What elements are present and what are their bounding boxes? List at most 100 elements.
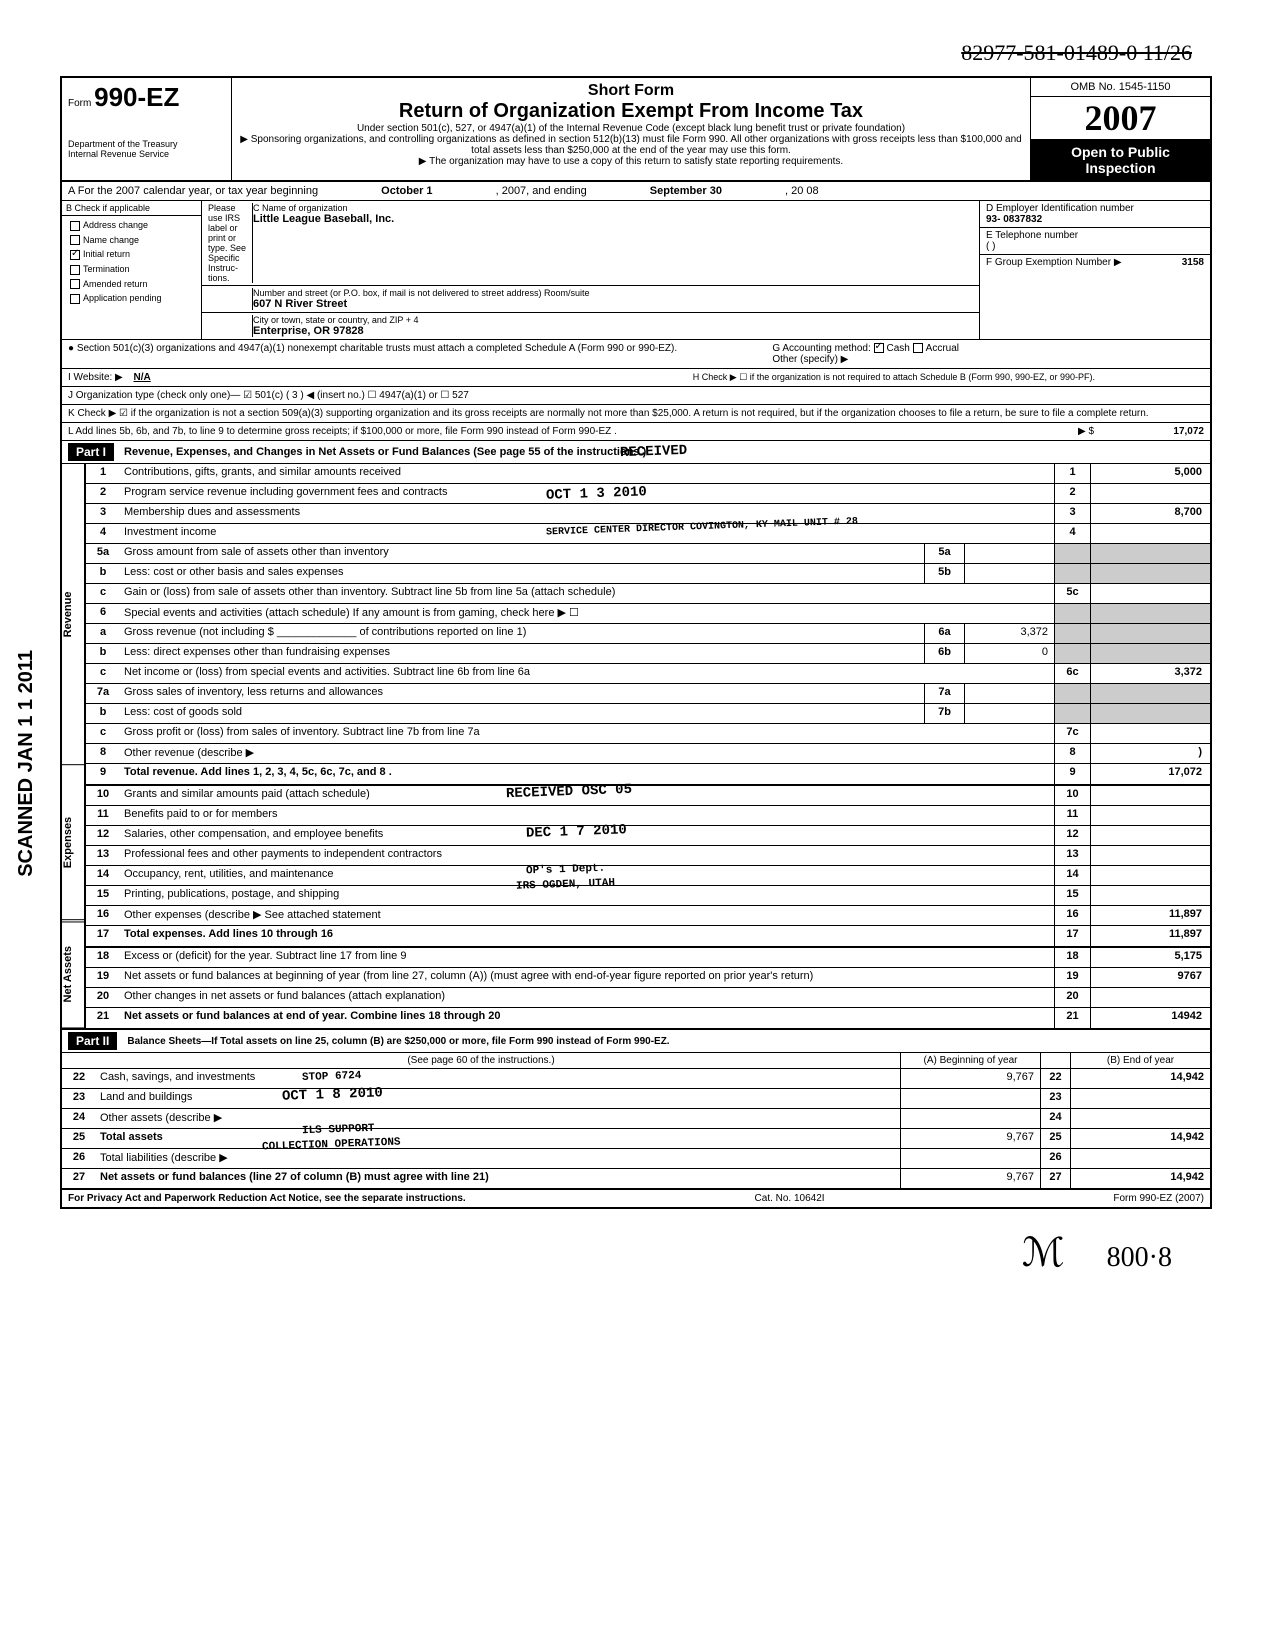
handwritten-header: 82977-581-01489-0 11/26 [60, 40, 1212, 66]
line-number: 3 [86, 504, 120, 523]
line-number: 9 [86, 764, 120, 784]
line-amt [1090, 524, 1210, 543]
line-mid-box: 5a [924, 544, 964, 563]
line-number: 12 [86, 826, 120, 845]
footer: For Privacy Act and Paperwork Reduction … [62, 1189, 1210, 1207]
accrual-checkbox[interactable] [913, 343, 923, 353]
bal-num: 26 [62, 1149, 96, 1168]
footer-mid: Cat. No. 10642I [755, 1193, 825, 1204]
line-number: 7a [86, 684, 120, 703]
balance-instr: (See page 60 of the instructions.) [62, 1053, 900, 1068]
line-desc: Net assets or fund balances at beginning… [120, 968, 1054, 987]
line-number: 5a [86, 544, 120, 563]
line-row: 19Net assets or fund balances at beginni… [86, 968, 1210, 988]
line-amt: 17,072 [1090, 764, 1210, 784]
bal-col-a [900, 1089, 1040, 1108]
line-desc: Less: cost of goods sold [120, 704, 924, 723]
bal-num: 27 [62, 1169, 96, 1188]
cash-checkbox[interactable] [874, 343, 884, 353]
bal-col-b [1070, 1149, 1210, 1168]
line-row: aGross revenue (not including $ ________… [86, 624, 1210, 644]
line-desc: Professional fees and other payments to … [120, 846, 1054, 865]
line-row: 2Program service revenue including gover… [86, 484, 1210, 504]
checkbox[interactable] [70, 294, 80, 304]
col-c: Please use IRS label or print or type. S… [202, 201, 980, 339]
shaded-box [1054, 684, 1090, 703]
line-desc: Special events and activities (attach sc… [120, 604, 1054, 623]
bal-col-b: 14,942 [1070, 1069, 1210, 1088]
line-amt [1090, 866, 1210, 885]
line-desc: Net assets or fund balances at end of ye… [120, 1008, 1054, 1028]
col-a-header: (A) Beginning of year [900, 1053, 1040, 1068]
h-check: H Check ▶ ☐ if the organization is not r… [693, 372, 1204, 383]
accrual-label: Accrual [926, 343, 959, 354]
line-number: b [86, 644, 120, 663]
bal-desc: Total liabilities (describe ▶ [96, 1149, 900, 1168]
line-amt: 5,175 [1090, 948, 1210, 967]
footer-right: Form 990-EZ (2007) [1113, 1193, 1204, 1204]
header-right: OMB No. 1545-1150 2007 Open to Public In… [1030, 78, 1210, 180]
line-amt: 14942 [1090, 1008, 1210, 1028]
line-number: 17 [86, 926, 120, 946]
checkbox-label: Name change [83, 235, 139, 245]
line-row: 21Net assets or fund balances at end of … [86, 1008, 1210, 1028]
form-header: Form 990-EZ Department of the Treasury I… [62, 78, 1210, 182]
row-a-begin: October 1 [381, 185, 432, 197]
line-number: 8 [86, 744, 120, 763]
line-box: 12 [1054, 826, 1090, 845]
line-row: 17Total expenses. Add lines 10 through 1… [86, 926, 1210, 946]
bal-box: 24 [1040, 1109, 1070, 1128]
line-amt [1090, 584, 1210, 603]
col-b-header: B Check if applicable [62, 201, 201, 216]
checkbox[interactable] [70, 235, 80, 245]
footer-left: For Privacy Act and Paperwork Reduction … [68, 1193, 466, 1204]
checkbox-row: Address change [66, 218, 197, 233]
line-desc: Other changes in net assets or fund bala… [120, 988, 1054, 1007]
line-amt [1090, 484, 1210, 503]
line-number: 14 [86, 866, 120, 885]
line-amt: 3,372 [1090, 664, 1210, 683]
shaded-box [1054, 564, 1090, 583]
line-amt [1090, 724, 1210, 743]
checkbox[interactable] [70, 265, 80, 275]
grp-value: 3158 [1182, 257, 1204, 268]
checkbox[interactable] [70, 250, 80, 260]
line-number: 19 [86, 968, 120, 987]
line-desc: Gross profit or (loss) from sales of inv… [120, 724, 1054, 743]
line-row: bLess: direct expenses other than fundra… [86, 644, 1210, 664]
shaded-box [1054, 604, 1090, 623]
balance-header: (See page 60 of the instructions.) (A) B… [62, 1053, 1210, 1069]
omb-number: OMB No. 1545-1150 [1031, 78, 1210, 97]
grp-label: F Group Exemption Number ▶ [986, 257, 1122, 268]
line-box: 2 [1054, 484, 1090, 503]
received-stamp: RECEIVED [620, 443, 688, 461]
row-l-text: L Add lines 5b, 6b, and 7b, to line 9 to… [68, 426, 1078, 437]
line-desc: Contributions, gifts, grants, and simila… [120, 464, 1054, 483]
bal-box: 23 [1040, 1089, 1070, 1108]
line-amt: 11,897 [1090, 906, 1210, 925]
checkbox[interactable] [70, 279, 80, 289]
line-mid-box: 7b [924, 704, 964, 723]
part1-label: Part I [68, 443, 114, 461]
header-left: Form 990-EZ Department of the Treasury I… [62, 78, 232, 180]
line-number: 20 [86, 988, 120, 1007]
bal-num: 22 [62, 1069, 96, 1088]
part2-title: Balance Sheets—If Total assets on line 2… [127, 1036, 669, 1047]
row-a-text: A For the 2007 calendar year, or tax yea… [68, 185, 318, 197]
line-desc: Total revenue. Add lines 1, 2, 3, 4, 5c,… [120, 764, 1054, 784]
line-desc: Gain or (loss) from sale of assets other… [120, 584, 1054, 603]
checkbox[interactable] [70, 221, 80, 231]
bal-box: 26 [1040, 1149, 1070, 1168]
form-number: 990-EZ [94, 82, 179, 112]
line-row: 20Other changes in net assets or fund ba… [86, 988, 1210, 1008]
line-row: 5aGross amount from sale of assets other… [86, 544, 1210, 564]
line-desc: Less: direct expenses other than fundrai… [120, 644, 924, 663]
line-amt [1090, 786, 1210, 805]
line-mid-box: 6a [924, 624, 964, 643]
line-number: 13 [86, 846, 120, 865]
shaded-amt [1090, 644, 1210, 663]
line-amt [1090, 846, 1210, 865]
shaded-amt [1090, 624, 1210, 643]
dept-label: Department of the Treasury [68, 139, 225, 149]
row-a-mid: , 2007, and ending [496, 185, 587, 197]
